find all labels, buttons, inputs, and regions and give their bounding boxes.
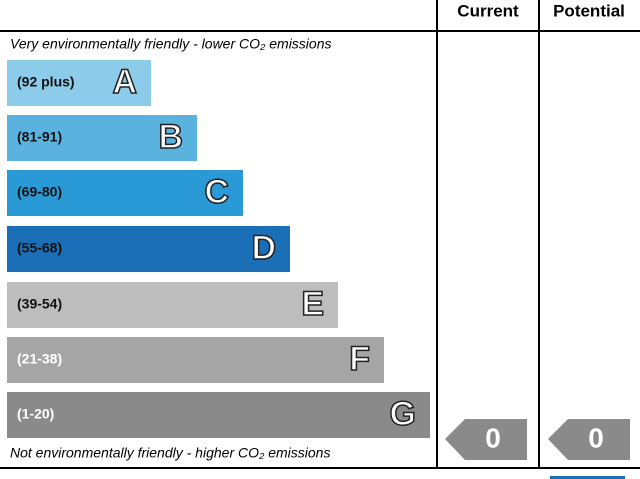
band-range: (55-68): [17, 240, 62, 256]
band-range: (92 plus): [17, 74, 75, 90]
potential-header: Potential: [553, 1, 625, 20]
band-bar: [7, 170, 243, 216]
band-bar: [7, 226, 290, 272]
band-range: (69-80): [17, 184, 62, 200]
band-letter: B: [158, 118, 183, 156]
band-range: (1-20): [17, 406, 54, 422]
potential-arrow: [548, 419, 630, 460]
current-value: 0: [485, 422, 501, 453]
band-bar: [7, 337, 384, 383]
band-bar: [7, 392, 430, 438]
band-letter: G: [390, 395, 416, 433]
band-range: (21-38): [17, 351, 62, 367]
band-letter: E: [301, 285, 324, 323]
current-arrow: [445, 419, 527, 460]
bottom-note: Not environmentally friendly - higher CO…: [10, 445, 330, 461]
band-bar: [7, 115, 197, 161]
band-range: (39-54): [17, 296, 62, 312]
band-bar: [7, 60, 151, 106]
potential-value: 0: [588, 422, 604, 453]
band-bar: [7, 282, 338, 328]
top-note: Very environmentally friendly - lower CO…: [10, 36, 331, 52]
band-range: (81-91): [17, 129, 62, 145]
band-letter: F: [349, 340, 370, 378]
current-header: Current: [457, 1, 519, 20]
footer-edge: [550, 476, 625, 479]
band-letter: D: [251, 229, 276, 267]
band-letter: C: [204, 173, 229, 211]
band-letter: A: [112, 63, 137, 101]
